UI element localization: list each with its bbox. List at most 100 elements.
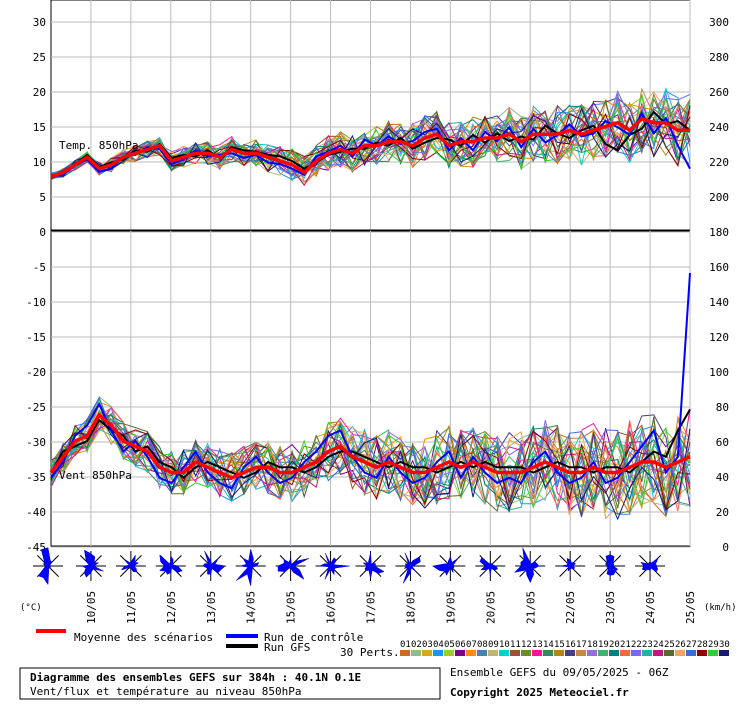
left-tick-label: -45 — [26, 541, 46, 554]
wind-rose — [235, 549, 266, 586]
pert-legend-number: 09 — [488, 640, 499, 650]
wind-rose-shape — [479, 557, 498, 576]
pert-legend-swatch — [653, 650, 663, 656]
pert-legend-swatch — [433, 650, 443, 656]
wind-rose — [315, 551, 350, 581]
pert-legend-swatch — [620, 650, 630, 656]
left-tick-label: -20 — [26, 366, 46, 379]
pert-legend-swatch — [587, 650, 597, 656]
pert-temp-line — [50, 97, 691, 180]
left-tick-label: 10 — [33, 156, 46, 169]
x-tick-label: 17/05 — [365, 591, 378, 624]
wind-rose — [115, 551, 146, 581]
left-tick-label: -25 — [26, 401, 46, 414]
x-tick-label: 15/05 — [285, 591, 298, 624]
wind-rose-shape — [277, 557, 310, 580]
wind-rose-shape — [81, 549, 104, 578]
x-tick-label: 18/05 — [404, 591, 417, 624]
pert-legend-swatch — [543, 650, 553, 656]
right-tick-label: 120 — [709, 331, 729, 344]
pert-temp-line — [50, 103, 691, 180]
pert-legend-swatch — [576, 650, 586, 656]
pert-legend-number: 06 — [455, 640, 466, 650]
pert-wind-line — [50, 397, 691, 511]
mean-wind-line — [49, 412, 691, 480]
wind-rose — [595, 551, 626, 581]
pert-legend-number: 25 — [664, 640, 675, 650]
left-tick-label: -5 — [33, 261, 46, 274]
pert-legend-number: 10 — [499, 640, 510, 650]
pert-temp-line — [50, 99, 691, 179]
wind-rose-shape — [120, 554, 140, 573]
right-tick-label: 280 — [709, 51, 729, 64]
left-tick-label: -30 — [26, 436, 46, 449]
pert-legend-number: 20 — [609, 640, 620, 650]
chart-subtitle: Vent/flux et température au niveau 850hP… — [30, 685, 302, 698]
right-tick-label: 220 — [709, 156, 729, 169]
pert-legend-swatch — [510, 650, 520, 656]
pert-legend-number: 13 — [532, 640, 543, 650]
gfs-wind-line — [50, 409, 691, 480]
wind-rose — [75, 549, 106, 581]
pert-legend-swatch — [708, 650, 718, 656]
x-tick-label: 20/05 — [484, 591, 497, 624]
wind-rose — [555, 551, 586, 581]
wind-rose — [195, 550, 226, 581]
pert-legend-number: 14 — [543, 640, 554, 650]
wind-rose — [33, 547, 63, 586]
pert-legend-swatch — [664, 650, 674, 656]
left-tick-label: 25 — [33, 51, 46, 64]
wind-rose — [395, 551, 426, 584]
left-tick-label: -10 — [26, 296, 46, 309]
pert-temp-line — [50, 94, 691, 177]
x-tick-label: 21/05 — [524, 591, 537, 624]
pert-legend-number: 16 — [565, 640, 576, 650]
wind-rose-shape — [202, 550, 226, 575]
pert-legend-swatch — [411, 650, 421, 656]
right-tick-label: 260 — [709, 86, 729, 99]
left-tick-label: 20 — [33, 86, 46, 99]
right-tick-label: 20 — [716, 506, 729, 519]
wind-rose-shape — [318, 552, 350, 580]
pert-legend-swatch — [521, 650, 531, 656]
x-tick-label: 13/05 — [205, 591, 218, 624]
pert-legend-number: 22 — [631, 640, 642, 650]
pert-legend-swatch — [697, 650, 707, 656]
right-tick-label: 180 — [709, 226, 729, 239]
pert-legend-number: 28 — [697, 640, 708, 650]
pert-legend-number: 24 — [653, 640, 664, 650]
pert-legend-swatch — [598, 650, 608, 656]
right-unit-label: (km/h) — [704, 603, 737, 613]
left-tick-label: -15 — [26, 331, 46, 344]
pert-legend-number: 29 — [708, 640, 719, 650]
pert-legend-number: 21 — [620, 640, 631, 650]
pert-legend-number: 05 — [444, 640, 455, 650]
left-tick-label: 0 — [39, 226, 46, 239]
x-tick-label: 12/05 — [165, 591, 178, 624]
left-tick-label: 15 — [33, 121, 46, 134]
wind-rose — [355, 551, 386, 581]
pert-legend-number: 30 — [719, 640, 730, 650]
wind-rose — [635, 551, 666, 581]
right-tick-label: 200 — [709, 191, 729, 204]
pert-wind-line — [50, 414, 691, 517]
wind-rose-shape — [604, 554, 619, 576]
x-tick-label: 22/05 — [564, 591, 577, 624]
temp-panel-label: Temp. 850hPa — [59, 139, 138, 152]
legend-mean-label: Moyenne des scénarios — [74, 631, 213, 644]
pert-legend-swatch — [422, 650, 432, 656]
wind-rose-shape — [402, 552, 421, 584]
control-wind-line — [50, 272, 691, 490]
right-tick-label: 240 — [709, 121, 729, 134]
pert-legend-swatch — [631, 650, 641, 656]
x-tick-label: 23/05 — [604, 591, 617, 624]
wind-rose — [513, 547, 546, 584]
right-axis-ticks: 3002802602402202001801601401201008060402… — [709, 16, 729, 554]
pert-legend-swatch — [477, 650, 487, 656]
pert-legend-number: 17 — [576, 640, 587, 650]
left-tick-label: -40 — [26, 506, 46, 519]
run-info: Ensemble GEFS du 09/05/2025 - 06Z — [450, 666, 669, 679]
pert-legend-number: 01 — [400, 640, 411, 650]
wind-rose — [155, 551, 186, 581]
